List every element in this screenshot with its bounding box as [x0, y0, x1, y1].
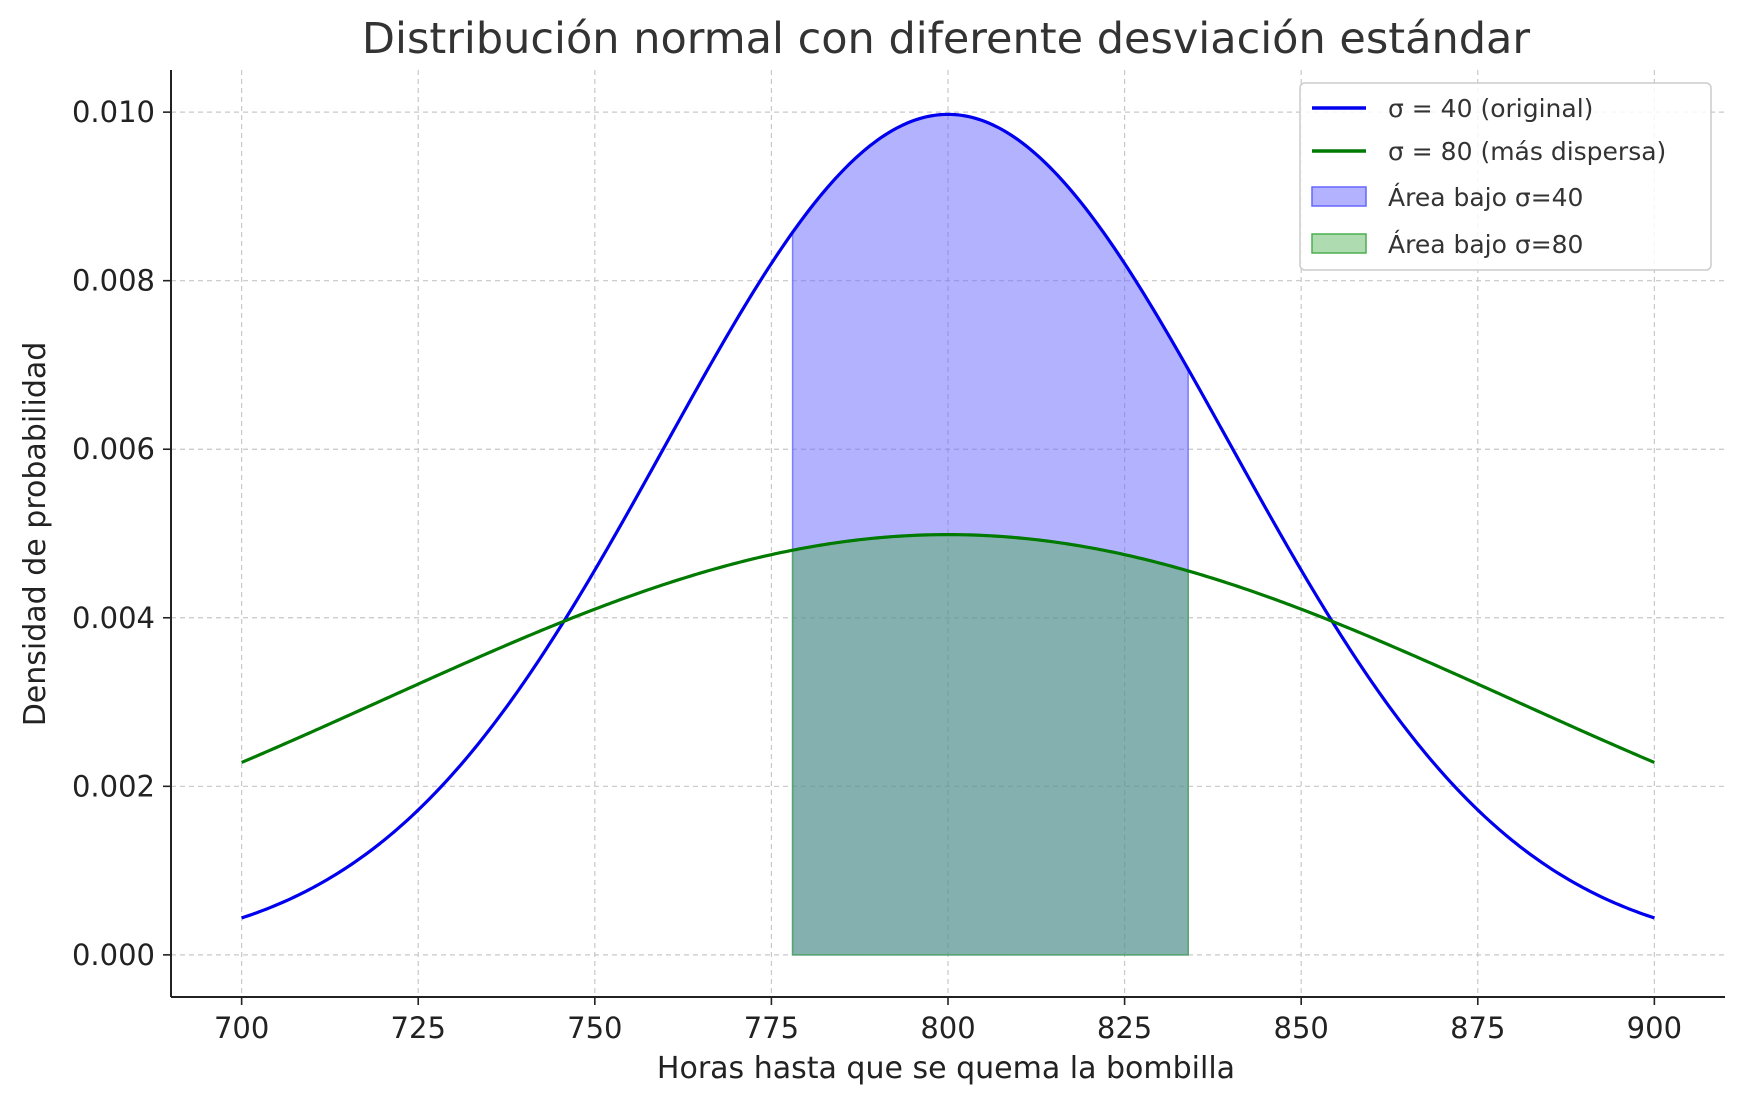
y-tick-label: 0.006 — [72, 432, 155, 466]
legend-swatch-area-sigma-40 — [1311, 186, 1367, 207]
tick-marks-and-labels: 700 725 750 775 800 825 850 875 900 0.000 0.002 0.0… — [72, 95, 1682, 1045]
legend-label-area-sigma-40: Área bajo σ=40 — [1388, 183, 1583, 212]
y-tick-label: 0.010 — [72, 95, 155, 129]
x-tick-label: 750 — [567, 1011, 622, 1045]
x-tick-label: 875 — [1450, 1011, 1505, 1045]
legend: σ = 40 (original) σ = 80 (más dispersa) … — [1299, 82, 1712, 271]
area-sigma-80 — [791, 533, 1189, 956]
x-tick-label: 900 — [1627, 1011, 1682, 1045]
legend-label-sigma-40: σ = 40 (original) — [1388, 94, 1593, 123]
series-line-sigma-80 — [241, 533, 1655, 764]
x-tick-label: 825 — [1097, 1011, 1152, 1045]
legend-swatch-area-sigma-80 — [1311, 233, 1367, 254]
y-tick-label: 0.000 — [72, 938, 155, 972]
x-tick-label: 800 — [920, 1011, 975, 1045]
x-tick-label: 850 — [1274, 1011, 1329, 1045]
x-tick-label: 775 — [744, 1011, 799, 1045]
x-axis-label: Horas hasta que se quema la bombilla — [657, 1051, 1235, 1086]
y-tick-label: 0.008 — [72, 264, 155, 298]
legend-label-area-sigma-80: Área bajo σ=80 — [1388, 230, 1583, 259]
chart-title: Distribución normal con diferente desvia… — [362, 14, 1530, 64]
series-line-sigma-40 — [241, 112, 1655, 920]
x-tick-label: 700 — [214, 1011, 269, 1045]
x-tick-label: 725 — [391, 1011, 446, 1045]
y-tick-label: 0.002 — [72, 769, 155, 803]
y-axis-label: Densidad de probabilidad — [18, 342, 53, 727]
series-lines — [241, 112, 1655, 920]
legend-label-sigma-80: σ = 80 (más dispersa) — [1388, 137, 1666, 166]
y-tick-label: 0.004 — [72, 601, 155, 635]
legend-box — [1299, 82, 1712, 271]
